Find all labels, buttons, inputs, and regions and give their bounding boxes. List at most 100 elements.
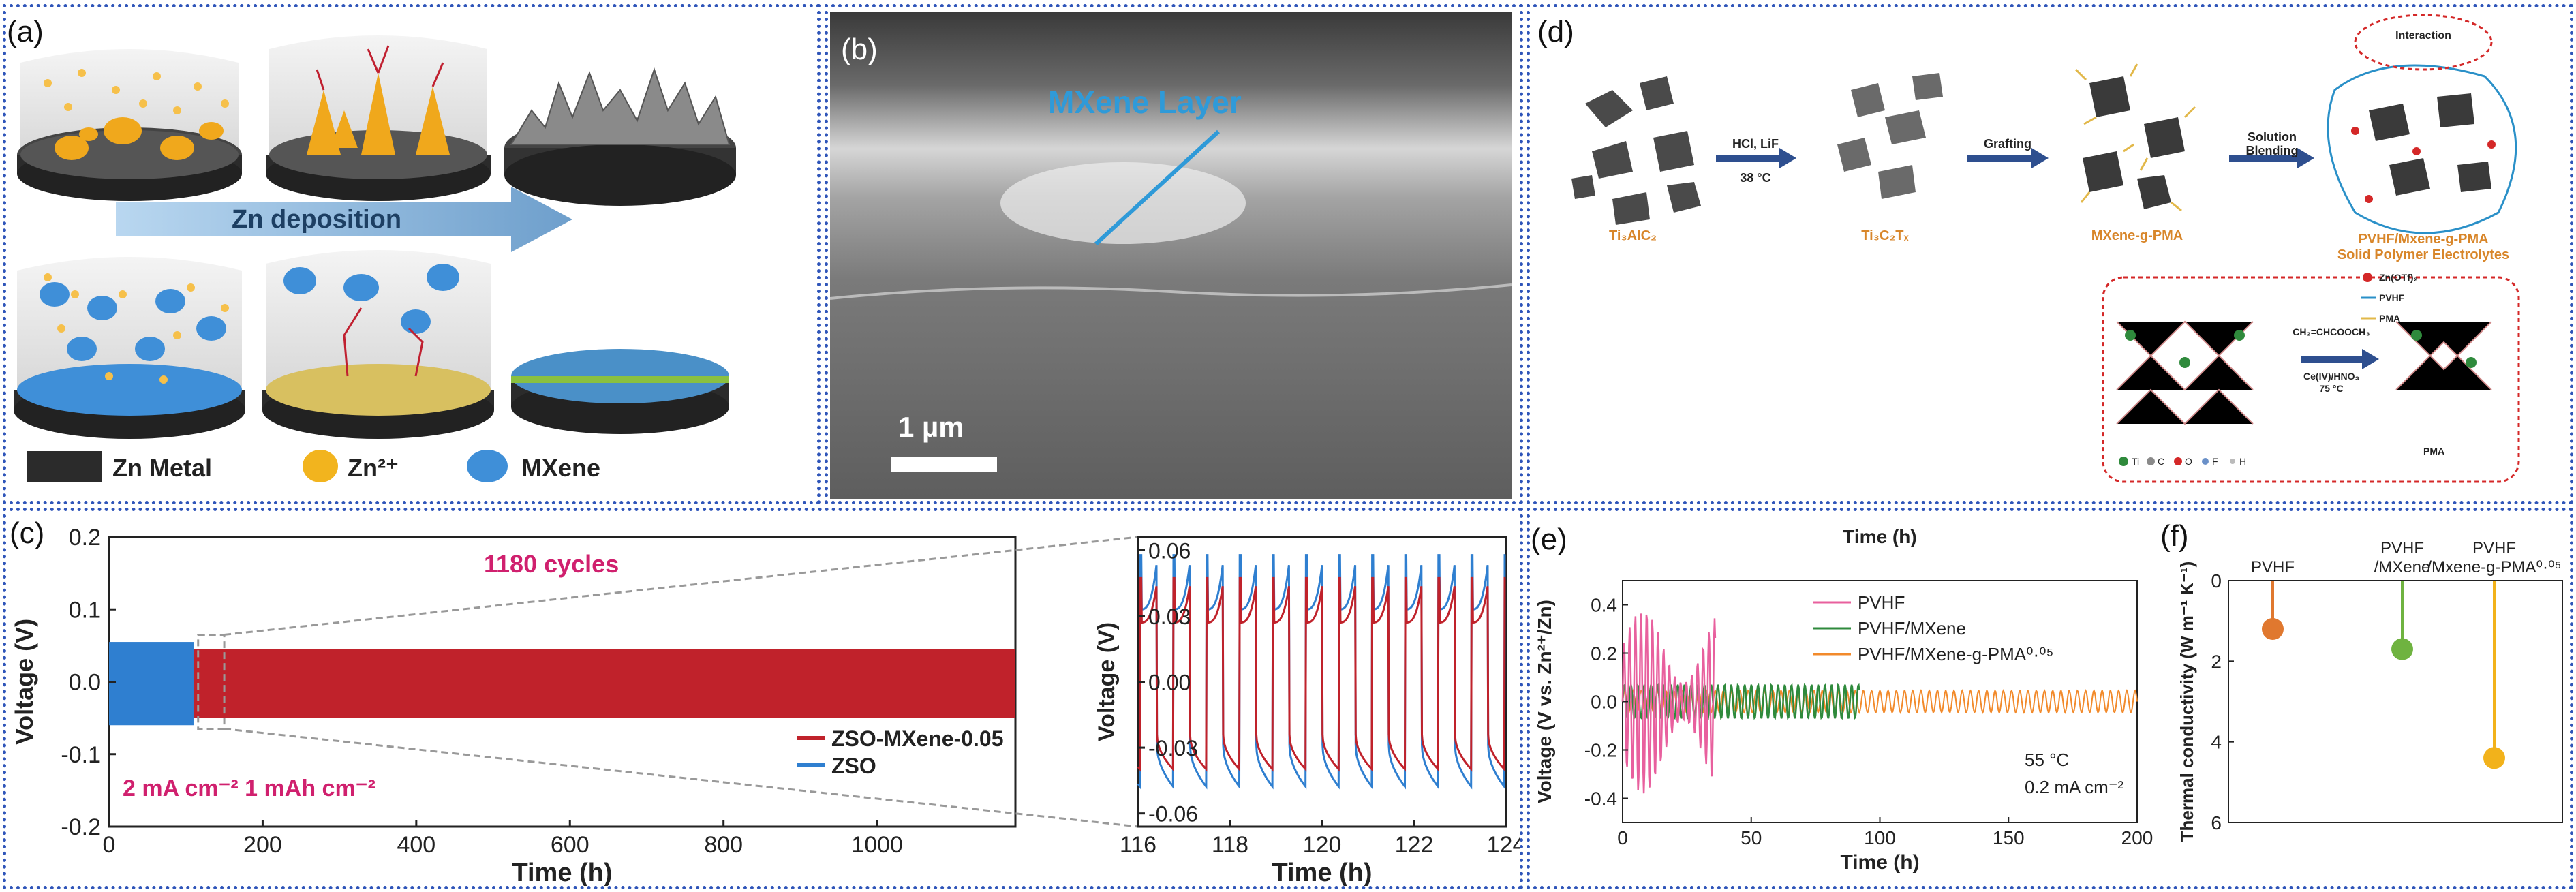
svg-text:Ce(IV)/HNO₃: Ce(IV)/HNO₃ — [2303, 371, 2359, 382]
e-annotation-current: 0.2 mA cm⁻² — [2025, 777, 2124, 797]
f-y-tick-label: 6 — [2211, 812, 2222, 833]
panel-b-frame — [825, 4, 1523, 504]
e-x-tick-label: 100 — [1864, 827, 1896, 848]
panel-ef-frame — [1527, 508, 2573, 889]
inset-x-tick-label: 122 — [1395, 832, 1434, 858]
y-tick-label: -0.1 — [61, 742, 101, 768]
svg-text:PVHF: PVHF — [2379, 292, 2405, 303]
svg-text:75 °C: 75 °C — [2319, 383, 2343, 394]
panel-f-label: (f) — [2160, 519, 2189, 553]
f-y-tick-label: 4 — [2211, 732, 2222, 753]
scale-bar-label: 1 µm — [898, 411, 964, 443]
panel-c-label: (c) — [10, 517, 45, 550]
svg-text:38 °C: 38 °C — [1740, 171, 1770, 185]
e-top-axis-label: Time (h) — [1843, 526, 1916, 547]
bottom-row-stages — [14, 250, 729, 439]
svg-text:HCl, LiF: HCl, LiF — [1732, 137, 1779, 151]
panel-e-label: (e) — [1531, 523, 1567, 556]
x-axis-label: Time (h) — [512, 859, 612, 886]
panel-c: (c) 0 200 400 600 800 1000 -0.2 -0.1 0.0 0.1 0.2 Ti… — [7, 511, 1525, 887]
svg-text:Solid Polymer Electrolytes: Solid Polymer Electrolytes — [2337, 247, 2509, 262]
f-data-point — [2391, 638, 2413, 660]
panel-d-frame — [1527, 4, 2573, 504]
e-legend-label: PVHF/MXene-g-PMA⁰·⁰⁵ — [1858, 644, 2053, 664]
zoom-connector — [224, 536, 1139, 636]
svg-text:Zn²⁺: Zn²⁺ — [348, 454, 399, 482]
e-y-tick-label: 0.2 — [1591, 643, 1617, 664]
svg-text:Grafting: Grafting — [1984, 137, 2031, 151]
y-axis-label: Voltage (V) — [10, 619, 38, 745]
x-tick-label: 1000 — [851, 832, 903, 858]
f-category-label: /Mxene-g-PMA⁰·⁰⁵ — [2427, 558, 2561, 576]
svg-text:Blending: Blending — [2246, 144, 2299, 157]
svg-text:Ti: Ti — [2132, 456, 2139, 467]
inset-x-tick-label: 120 — [1303, 832, 1342, 858]
scale-bar — [891, 457, 997, 472]
x-tick-label: 200 — [243, 832, 282, 858]
legend-label: ZSO-MXene-0.05 — [831, 726, 1004, 751]
x-tick-label: 600 — [551, 832, 589, 858]
inset-y-tick-label: -0.06 — [1148, 802, 1198, 827]
legend-label: ZSO — [831, 754, 876, 778]
f-y-axis-label: Thermal conductivity (W m⁻¹ K⁻¹) — [2177, 562, 2197, 842]
e-x-tick-label: 200 — [2121, 827, 2153, 848]
f-y-tick-label: 2 — [2211, 651, 2222, 672]
panel-f: (f) 0 2 4 6 Thermal conductivity (W m⁻¹ K⁻¹)… — [2160, 512, 2569, 887]
svg-text:H: H — [2239, 456, 2246, 467]
e-y-tick-label: 0.0 — [1591, 692, 1617, 713]
svg-text:C: C — [2158, 456, 2164, 467]
top-row-stages — [17, 35, 736, 206]
series-zso — [109, 642, 194, 726]
panel-e-chart: Time (h) 0 50 100 150 200 -0.4 -0.2 0.0 0.2 0.4 Tim… — [1534, 526, 2153, 874]
f-y-tick-label: 0 — [2211, 570, 2222, 591]
panel-c-frame — [3, 508, 1523, 889]
panel-a-illustration: Zn deposition — [14, 35, 736, 482]
e-y-tick-label: -0.2 — [1584, 740, 1617, 761]
inset-y-tick-label: 0.06 — [1148, 538, 1191, 563]
e-legend-label: PVHF/MXene — [1858, 618, 1966, 639]
y-tick-label: 0.2 — [69, 525, 101, 551]
y-tick-label: -0.2 — [61, 814, 101, 840]
f-data-point — [2483, 747, 2505, 769]
panel-a: (a) — [7, 8, 818, 502]
panel-a-frame — [3, 4, 821, 504]
conditions-annotation: 2 mA cm⁻² 1 mAh cm⁻² — [123, 775, 375, 801]
e-x-tick-label: 50 — [1741, 827, 1762, 848]
panel-b-label: (b) — [841, 33, 878, 66]
e-y-tick-label: 0.4 — [1591, 595, 1617, 616]
mxene-layer-annotation: MXene Layer — [1048, 84, 1242, 120]
svg-text:Solution: Solution — [2248, 130, 2297, 144]
x-tick-label: 0 — [103, 832, 116, 858]
deposition-arrow — [116, 187, 572, 252]
e-legend-label: PVHF — [1858, 592, 1905, 613]
svg-text:MXene: MXene — [521, 454, 600, 482]
f-category-label: PVHF — [2380, 539, 2424, 557]
inset-series-zso-mxene — [1137, 576, 1506, 772]
svg-text:Ti₃AlC₂: Ti₃AlC₂ — [1609, 228, 1657, 243]
y-tick-label: 0.0 — [69, 670, 101, 696]
panel-c-chart: 0 200 400 600 800 1000 -0.2 -0.1 0.0 0.1 0.2 Time (… — [10, 525, 1525, 887]
inset-y-tick-label: 0.00 — [1148, 671, 1191, 695]
inset-x-tick-label: 118 — [1212, 832, 1248, 858]
e-x-tick-label: 150 — [1993, 827, 2025, 848]
inset-y-tick-label: 0.03 — [1148, 604, 1191, 629]
series-zso-mxene — [109, 649, 1015, 718]
svg-text:PVHF/Mxene-g-PMA: PVHF/Mxene-g-PMA — [2358, 232, 2488, 247]
y-tick-label: 0.1 — [69, 597, 101, 623]
inset-series-zso — [1137, 554, 1506, 790]
svg-text:CH₂=CHCOOCH₃: CH₂=CHCOOCH₃ — [2293, 326, 2370, 337]
svg-text:PMA: PMA — [2379, 313, 2400, 324]
panel-a-legend: Zn Metal Zn²⁺ MXene — [27, 450, 600, 482]
e-y-tick-label: -0.4 — [1584, 788, 1617, 810]
panel-d: (d) — [1531, 8, 2570, 502]
f-category-label: /MXene — [2374, 558, 2431, 576]
inset-y-tick-label: -0.03 — [1148, 736, 1198, 760]
svg-text:PMA: PMA — [2423, 446, 2444, 457]
svg-text:F: F — [2212, 456, 2218, 467]
inset-y-axis-label: Voltage (V) — [1094, 622, 1120, 741]
svg-text:Zn Metal: Zn Metal — [112, 454, 212, 482]
cycles-annotation: 1180 cycles — [484, 550, 619, 578]
x-tick-label: 800 — [704, 832, 743, 858]
panel-e: (e) Time (h) 0 50 100 150 200 -0.4 -0.2 0.0 0.2 0.… — [1531, 512, 2158, 887]
svg-text:Ti₃C₂Tₓ: Ti₃C₂Tₓ — [1861, 228, 1909, 243]
